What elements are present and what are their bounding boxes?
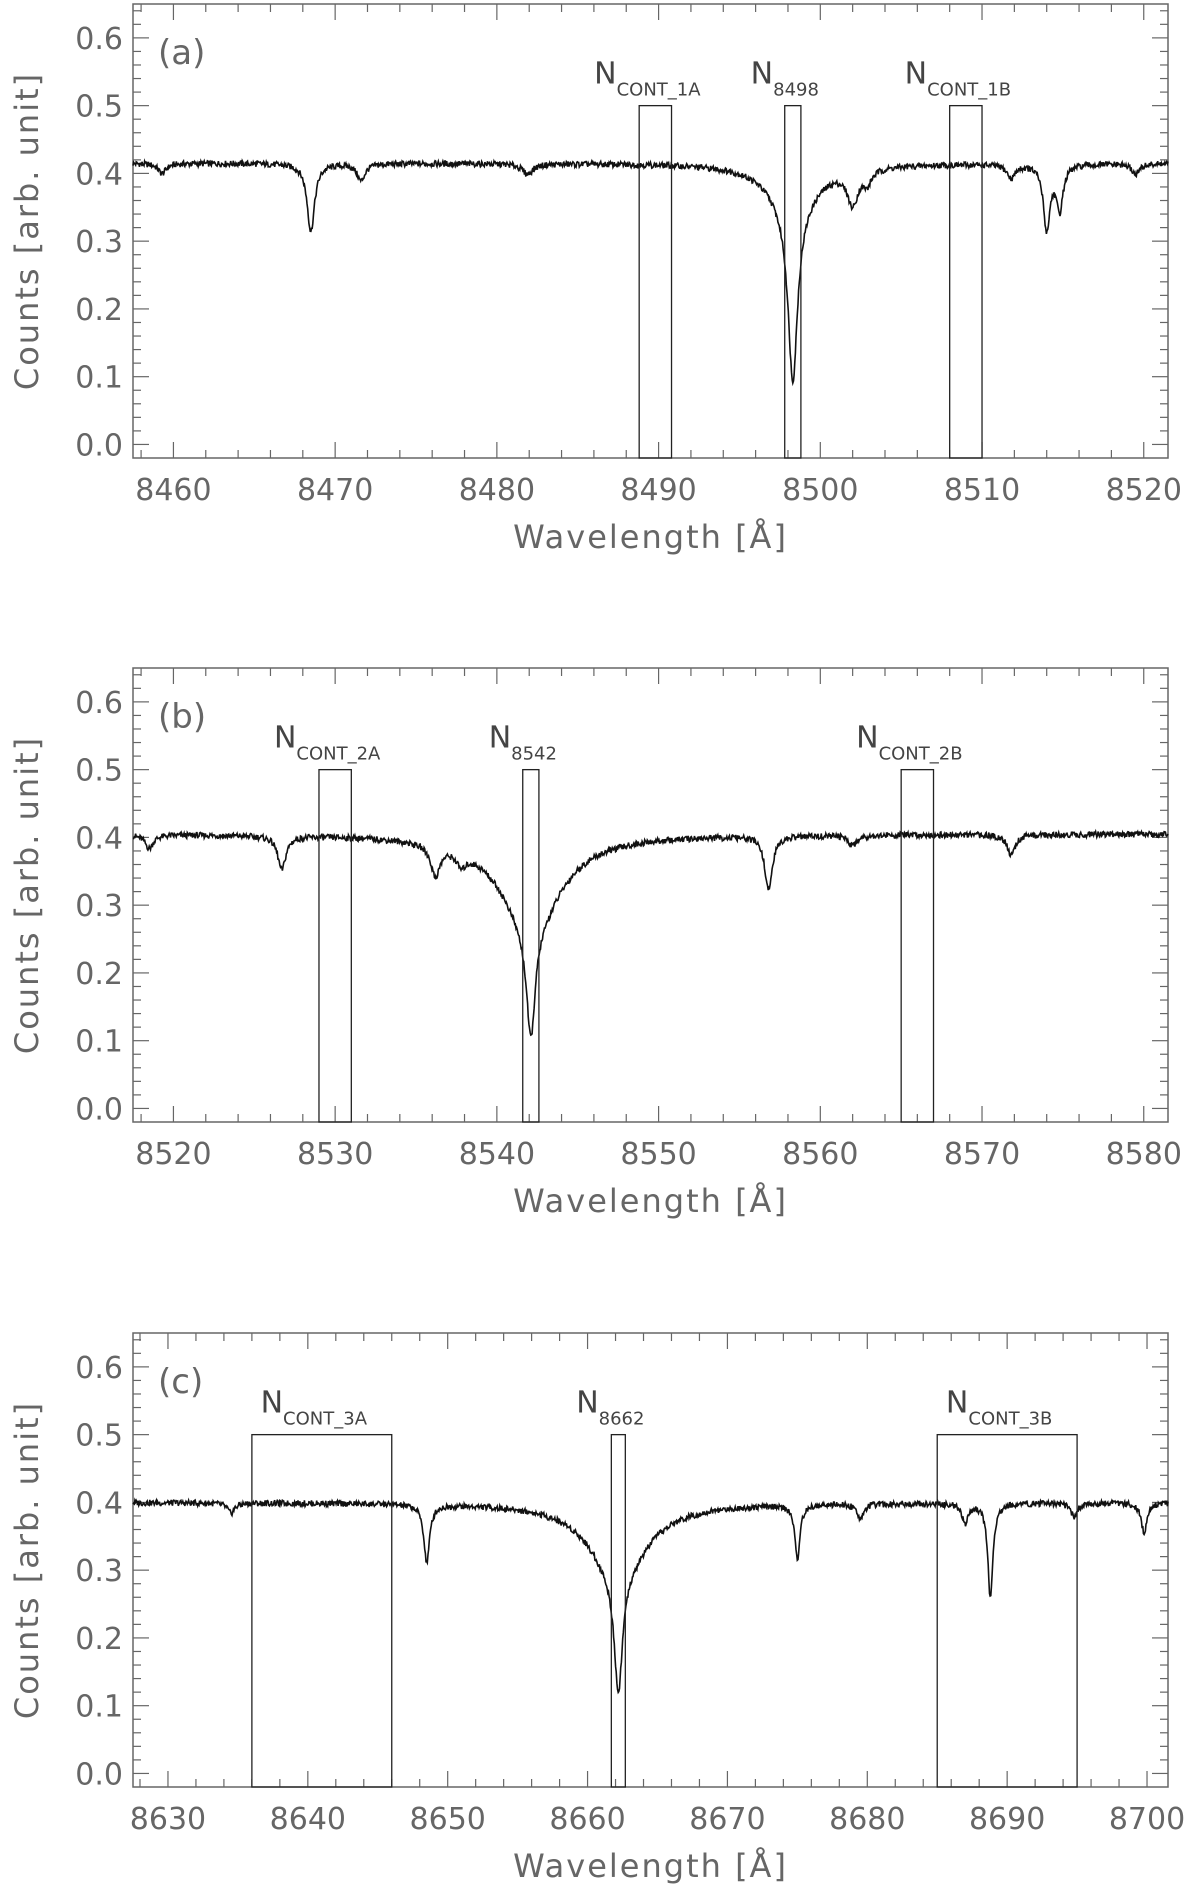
x-tick-label: 8700 (1109, 1802, 1185, 1837)
x-tick-label: 8540 (459, 1137, 535, 1172)
window-label: NCONT_2B (856, 721, 962, 765)
window-label: N8662 (576, 1386, 644, 1430)
integration-window (638, 104, 673, 459)
x-tick-label: 8460 (135, 473, 211, 508)
integration-window (900, 768, 935, 1123)
y-tick-label: 0.0 (75, 1757, 123, 1792)
x-axis-label: Wavelength [Å] (513, 1182, 788, 1220)
y-tick-label: 0.5 (75, 1419, 123, 1454)
panel-tag: (a) (158, 33, 205, 73)
window-label: NCONT_3B (946, 1386, 1052, 1430)
plot-frame (132, 667, 1169, 1123)
window-label: N8498 (751, 57, 819, 101)
y-tick-label: 0.1 (75, 1025, 123, 1060)
spectrum-line (132, 828, 1169, 1037)
window-label: N8542 (489, 721, 557, 765)
y-tick-label: 0.3 (75, 1554, 123, 1589)
integration-window (784, 104, 802, 459)
x-tick-label: 8530 (297, 1137, 373, 1172)
spectrum-line (132, 1497, 1169, 1695)
chart-panel: 8630 8640 8650 8660 8670 8680 8690 8700 0.0 0.1 0.… (8, 1332, 1185, 1885)
window-label: NCONT_3A (261, 1386, 368, 1430)
x-tick-label: 8550 (620, 1137, 696, 1172)
panel-tag: (c) (158, 1362, 203, 1402)
y-axis-label: Counts [arb. unit] (8, 736, 46, 1054)
y-tick-label: 0.4 (75, 821, 123, 856)
x-tick-label: 8560 (782, 1137, 858, 1172)
x-tick-label: 8490 (620, 473, 696, 508)
x-tick-label: 8680 (829, 1802, 905, 1837)
window-label: NCONT_1B (905, 57, 1011, 101)
y-tick-label: 0.0 (75, 1092, 123, 1127)
y-axis-label: Counts [arb. unit] (8, 1401, 46, 1719)
x-tick-label: 8480 (459, 473, 535, 508)
plot-frame (132, 3, 1169, 459)
y-tick-label: 0.6 (75, 1351, 123, 1386)
y-tick-label: 0.3 (75, 225, 123, 260)
y-tick-label: 0.6 (75, 686, 123, 721)
window-label: NCONT_1A (594, 57, 701, 101)
y-tick-label: 0.5 (75, 90, 123, 125)
x-tick-label: 8520 (1106, 473, 1182, 508)
integration-window (936, 1433, 1078, 1788)
integration-window (251, 1433, 393, 1788)
x-tick-label: 8690 (969, 1802, 1045, 1837)
x-tick-label: 8500 (782, 473, 858, 508)
y-tick-label: 0.5 (75, 754, 123, 789)
x-tick-label: 8670 (689, 1802, 765, 1837)
integration-window (949, 104, 983, 459)
x-tick-label: 8580 (1106, 1137, 1182, 1172)
x-tick-label: 8650 (410, 1802, 486, 1837)
y-tick-label: 0.2 (75, 293, 123, 328)
integration-window (610, 1433, 626, 1788)
y-tick-label: 0.6 (75, 22, 123, 57)
y-tick-label: 0.4 (75, 1486, 123, 1521)
window-label: NCONT_2A (274, 721, 381, 765)
y-axis-label: Counts [arb. unit] (8, 72, 46, 390)
spectrum-line (132, 158, 1169, 387)
x-tick-label: 8660 (549, 1802, 625, 1837)
plot-frame (132, 1332, 1169, 1788)
y-tick-label: 0.1 (75, 1690, 123, 1725)
chart-panel: 8460 8470 8480 8490 8500 8510 8520 0.0 0.1 0.2 0.3… (8, 3, 1182, 556)
chart-panel: 8520 8530 8540 8550 8560 8570 8580 0.0 0.1 0.2 0.3… (8, 667, 1182, 1220)
integration-window (522, 768, 540, 1123)
integration-window (318, 768, 352, 1123)
x-axis-label: Wavelength [Å] (513, 518, 788, 556)
x-tick-label: 8470 (297, 473, 373, 508)
y-tick-label: 0.0 (75, 428, 123, 463)
panel-tag: (b) (158, 697, 206, 737)
y-tick-label: 0.1 (75, 361, 123, 396)
x-tick-label: 8570 (944, 1137, 1020, 1172)
y-tick-label: 0.4 (75, 157, 123, 192)
x-tick-label: 8510 (944, 473, 1020, 508)
x-axis-label: Wavelength [Å] (513, 1847, 788, 1885)
y-tick-label: 0.2 (75, 1622, 123, 1657)
x-tick-label: 8640 (270, 1802, 346, 1837)
y-tick-label: 0.3 (75, 889, 123, 924)
y-tick-label: 0.2 (75, 957, 123, 992)
x-tick-label: 8520 (135, 1137, 211, 1172)
x-tick-label: 8630 (130, 1802, 206, 1837)
